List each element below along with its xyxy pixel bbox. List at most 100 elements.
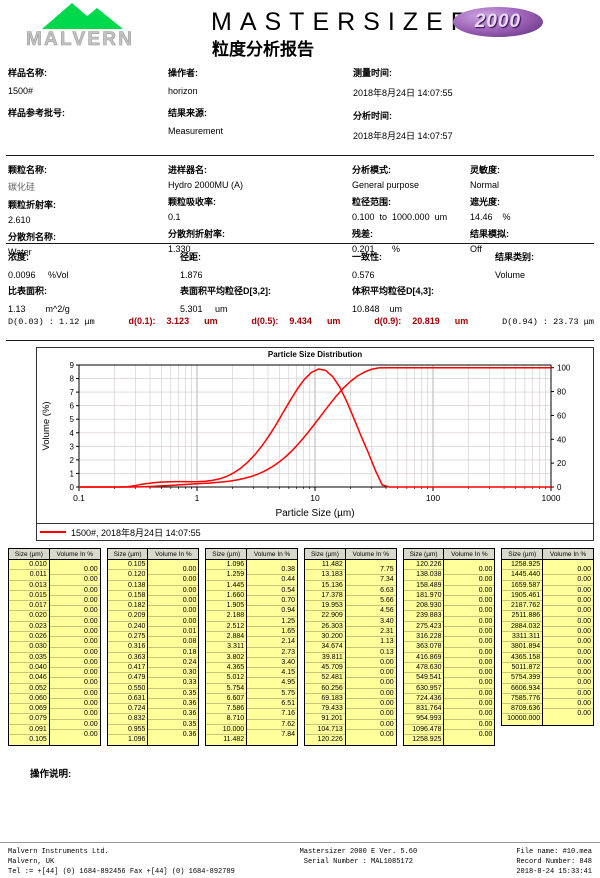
size-cell: 0.026 (9, 632, 49, 643)
size-cell: 6.607 (206, 694, 247, 705)
volume-cell: 7.16 (247, 709, 298, 720)
field-label: 遮光度: (470, 197, 500, 207)
volume-cell: 0.00 (148, 586, 199, 597)
volume-cell: 0.24 (148, 658, 199, 669)
volume-cell: 0.00 (49, 586, 100, 597)
size-cell: 0.052 (9, 684, 49, 694)
size-cell: 0.030 (9, 642, 49, 653)
field-value: Normal (470, 180, 500, 190)
field-value: 5.301 um (180, 304, 228, 314)
size-cell: 0.015 (9, 591, 49, 602)
size-cell: 8.710 (206, 714, 247, 725)
size-cell: 2187.762 (502, 601, 543, 612)
volume-cell: 0.00 (543, 575, 594, 586)
field-value: General purpose (352, 180, 420, 190)
volume-cell: 0.00 (444, 720, 495, 730)
volume-cell: 0.00 (49, 648, 100, 658)
cumulative-curve (79, 366, 551, 488)
volume-cell: 0.44 (247, 575, 298, 586)
settings-col4: 灵敏度: Normal 遮光度: 14.46 % 结果模拟: Off (470, 163, 594, 262)
size-cell: 1258.925 (412, 736, 442, 744)
size-cell: 0.631 (107, 694, 148, 705)
size-cell: 0.209 (107, 611, 148, 622)
legend-series-line-icon (40, 531, 66, 533)
field-label: 灵敏度: (470, 165, 500, 175)
volume-cell: 0.00 (345, 709, 396, 720)
percentile-values-row: D(0.03) : 1.12 μm d(0.1): 3.123 um d(0.5):… (8, 316, 594, 327)
field-value: 2.610 (8, 215, 31, 225)
size-table-5: Size (µm) Volume In % 120.226 138.038 158.48… (402, 548, 496, 747)
field-label: 样品名称: (8, 68, 47, 78)
size-column-header: Size (µm) (404, 549, 445, 559)
logo-mountain-right (72, 8, 123, 29)
volume-cell: 0.00 (49, 678, 100, 689)
size-cell: 0.832 (107, 714, 148, 725)
volume-cell: 1.65 (247, 627, 298, 638)
size-cell: 69.183 (305, 694, 345, 705)
size-column: 1258.925 1445.440 1659.587 1905.461 2187.762… (502, 560, 544, 725)
size-cell: 1.660 (206, 591, 247, 602)
volume-cell: 0.00 (444, 565, 495, 576)
size-cell: 1659.587 (502, 581, 543, 591)
volume-cell: 0.00 (345, 678, 396, 689)
legend-series-label: 1500#, 2018年8月24日 14:07:55 (71, 527, 201, 538)
malvern-logo-icon: MALVERN (6, 0, 156, 52)
field-value: Measurement (168, 126, 224, 136)
volume-cell: 0.00 (543, 668, 594, 679)
volume-cell: 0.00 (148, 617, 199, 627)
svg-text:100: 100 (426, 493, 440, 503)
d09-value: d(0.9): 20.819 um (374, 316, 469, 326)
volume-cell: 3.40 (247, 658, 298, 669)
svg-text:1: 1 (70, 469, 75, 478)
size-table-4: Size (µm) Volume In % 11.482 13.183 15.136 17… (304, 548, 397, 747)
volume-cell: 0.00 (345, 668, 396, 679)
size-cell: 0.010 (9, 560, 49, 571)
size-cell: 60.256 (305, 684, 345, 694)
svg-text:40: 40 (557, 435, 566, 444)
volume-cell: 6.63 (345, 586, 396, 597)
results-summary-row2: 比表面积: 1.13 m^2/g 表面积平均粒径D[3,2]: 5.301 um 体… (8, 284, 594, 314)
size-cell: 0.955 (107, 725, 148, 736)
field-label: 颗粒吸收率: (168, 197, 216, 207)
table-header: Size (µm) Volume In % (107, 549, 199, 560)
svg-text:2: 2 (70, 456, 75, 465)
size-cell: 1905.461 (502, 591, 543, 602)
sample-info-section: 样品名称: 1500# 样品参考批号: 操作者: horizon 结果来源: Meas… (8, 66, 594, 152)
svg-text:4: 4 (70, 429, 75, 438)
size-cell: 3311.311 (502, 632, 543, 643)
size-column-header: Size (µm) (305, 549, 346, 559)
volume-cell: 0.13 (345, 648, 396, 658)
volume-column: 0.00 0.00 0.00 0.00 0.00 0.00 0.00 0.00 0.00 0.00… (49, 560, 100, 745)
size-cell: 120.226 (403, 560, 444, 571)
volume-cell: 4.56 (345, 606, 396, 617)
field-value: 14.46 % (470, 212, 511, 222)
size-cell: 1.905 (206, 601, 247, 612)
size-cell: 630.957 (403, 684, 444, 694)
size-cell: 19.953 (305, 601, 345, 612)
size-cell: 7.586 (206, 704, 247, 715)
field-value: 0.100 to 1000.000 um (352, 212, 448, 222)
svg-text:60: 60 (557, 411, 566, 420)
table-header: Size (µm) Volume In % (502, 549, 594, 560)
volume-cell: 0.00 (478, 730, 493, 738)
volume-cell: 4.15 (247, 668, 298, 679)
volume-column: 0.00 0.00 0.00 0.00 0.00 0.00 0.00 0.00 0.00 0.00… (543, 560, 594, 725)
field-label: 结果来源: (168, 108, 207, 118)
size-cell: 15.136 (305, 581, 345, 591)
size-cell: 2.884 (206, 632, 247, 643)
svg-text:6: 6 (70, 402, 75, 411)
divider (6, 155, 594, 156)
logo-wordmark: MALVERN (26, 29, 132, 47)
field-value: Water (8, 247, 32, 257)
volume-cell: 0.00 (444, 617, 495, 627)
field-value: 1.13 m^2/g (8, 304, 70, 314)
size-cell: 0.724 (107, 704, 148, 715)
product-name: MASTERSIZER (211, 8, 477, 36)
volume-cell: 0.00 (49, 668, 100, 679)
svg-text:Volume (%): Volume (%) (41, 401, 52, 450)
field-label: 比表面积: (8, 286, 47, 296)
size-column-header: Size (µm) (502, 549, 544, 559)
volume-cell: 0.00 (543, 648, 594, 658)
svg-text:20: 20 (557, 459, 566, 468)
